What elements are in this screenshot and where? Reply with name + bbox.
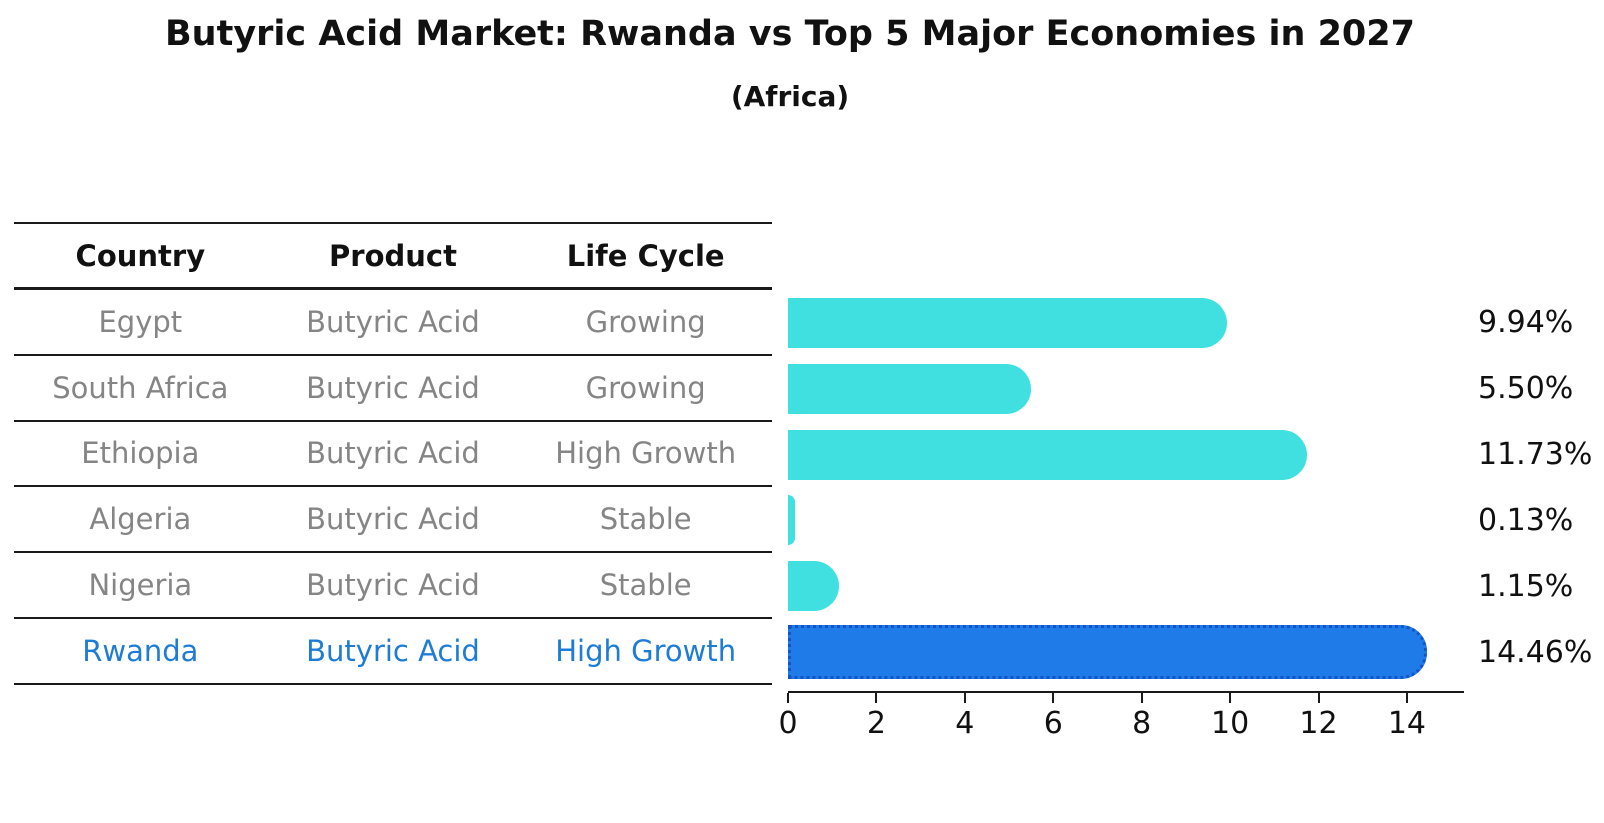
table-header-product: Product <box>329 238 457 273</box>
value-label-south-africa: 5.50% <box>1478 371 1574 407</box>
bar-row-south-africa <box>788 356 1460 422</box>
x-axis-tick-label: 6 <box>1043 706 1063 741</box>
x-axis: 0 2 4 6 8 10 12 14 <box>778 693 1460 748</box>
table-header-row: Country Product Life Cycle <box>14 222 772 290</box>
product-cell: Butyric Acid <box>306 633 480 668</box>
x-axis-tick <box>1317 693 1320 703</box>
bar-row-rwanda <box>788 619 1460 685</box>
x-axis-tick-label: 0 <box>778 706 798 741</box>
bar-algeria <box>788 495 795 546</box>
bar-south-africa <box>788 363 1032 414</box>
value-labels: 9.94% 5.50% 11.73% 0.13% 1.15% 14.46% <box>1478 290 1598 685</box>
bar-nigeria <box>788 561 839 612</box>
bar-ethiopia <box>788 429 1307 480</box>
table-header-lifecycle: Life Cycle <box>566 238 725 273</box>
product-cell: Butyric Acid <box>306 370 480 405</box>
table-row-ethiopia: Ethiopia Butyric Acid High Growth <box>14 422 772 488</box>
lifecycle-cell: Growing <box>585 370 706 405</box>
table-row-algeria: Algeria Butyric Acid Stable <box>14 487 772 554</box>
table-body: Egypt Butyric Acid Growing South Africa Buty… <box>14 290 772 685</box>
table-row-egypt: Egypt Butyric Acid Growing <box>14 290 772 356</box>
x-axis-tick <box>1140 693 1143 703</box>
bar-row-ethiopia <box>788 422 1460 488</box>
country-cell: Egypt <box>98 304 183 339</box>
table-header-country: Country <box>75 238 206 273</box>
country-cell: Rwanda <box>82 633 199 668</box>
country-cell: Ethiopia <box>81 436 200 471</box>
value-label-egypt: 9.94% <box>1478 305 1574 341</box>
x-axis-tick-label: 2 <box>866 706 886 741</box>
chart-title: Butyric Acid Market: Rwanda vs Top 5 Maj… <box>165 14 1415 54</box>
x-axis-tick-label: 10 <box>1211 706 1250 741</box>
table-row-south-africa: South Africa Butyric Acid Growing <box>14 356 772 422</box>
bar-row-algeria <box>788 487 1460 553</box>
value-label-algeria: 0.13% <box>1478 502 1574 538</box>
lifecycle-cell: Growing <box>585 304 706 339</box>
bar-row-egypt <box>788 290 1460 356</box>
bar-egypt <box>788 298 1228 348</box>
table-row-nigeria: Nigeria Butyric Acid Stable <box>14 553 772 619</box>
country-cell: South Africa <box>52 370 229 405</box>
lifecycle-cell: Stable <box>599 568 692 603</box>
value-label-rwanda: 14.46% <box>1478 634 1593 670</box>
value-label-nigeria: 1.15% <box>1478 568 1574 604</box>
lifecycle-cell: High Growth <box>555 436 737 471</box>
bar-plot <box>788 290 1460 685</box>
x-axis-tick-label: 4 <box>955 706 975 741</box>
product-cell: Butyric Acid <box>306 568 480 603</box>
x-axis-tick-label: 12 <box>1299 706 1338 741</box>
x-axis-tick <box>787 693 789 703</box>
product-cell: Butyric Acid <box>306 436 480 471</box>
x-axis-tick-label: 14 <box>1387 706 1427 741</box>
country-cell: Algeria <box>89 502 192 537</box>
x-axis-tick <box>1405 693 1408 703</box>
x-axis-tick-label: 8 <box>1132 706 1152 741</box>
bar-rwanda <box>788 625 1428 680</box>
product-cell: Butyric Acid <box>306 304 480 339</box>
chart-subtitle: (Africa) <box>730 80 850 113</box>
bar-row-nigeria <box>788 553 1460 619</box>
x-axis-tick <box>963 693 966 703</box>
info-table: Country Product Life Cycle Egypt Butyric … <box>14 222 772 685</box>
country-cell: Nigeria <box>88 568 193 603</box>
x-axis-tick <box>1052 693 1055 703</box>
x-axis-tick <box>875 693 878 703</box>
lifecycle-cell: High Growth <box>555 633 737 668</box>
lifecycle-cell: Stable <box>599 502 692 537</box>
table-row-rwanda: Rwanda Butyric Acid High Growth <box>14 619 772 685</box>
value-label-ethiopia: 11.73% <box>1478 437 1593 473</box>
x-axis-tick <box>1229 693 1232 703</box>
x-axis-line <box>788 691 1464 693</box>
product-cell: Butyric Acid <box>306 502 480 537</box>
